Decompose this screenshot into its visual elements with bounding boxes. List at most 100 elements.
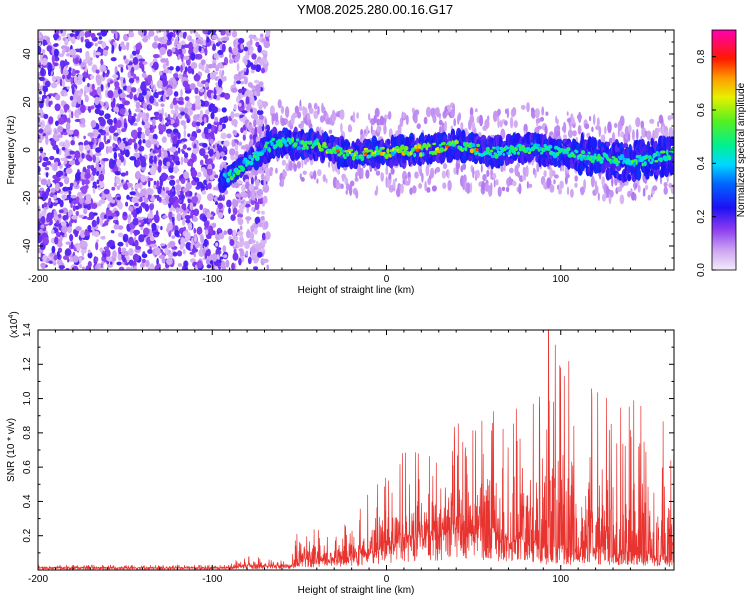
spectrogram-speckle bbox=[80, 249, 87, 254]
spectrogram-speckle bbox=[186, 35, 191, 40]
spectrogram-halo bbox=[296, 111, 302, 119]
spectrogram-speckle bbox=[250, 68, 255, 74]
spectrogram-speckle bbox=[221, 92, 225, 98]
spectrogram-speckle bbox=[47, 178, 51, 187]
spectrogram-speckle bbox=[122, 256, 126, 262]
spectrogram-halo bbox=[631, 129, 635, 141]
spectrogram-halo bbox=[416, 123, 421, 130]
spectrogram-speckle bbox=[44, 166, 50, 171]
spectrogram-speckle bbox=[119, 92, 127, 99]
spectrogram-speckle bbox=[74, 230, 79, 238]
spectrogram-speckle bbox=[38, 176, 42, 182]
spectrogram-speckle bbox=[183, 226, 187, 231]
spectrogram-halo bbox=[341, 173, 345, 182]
spectrogram-speckle bbox=[80, 124, 86, 128]
spectrogram-halo bbox=[396, 187, 401, 198]
spectrogram-core bbox=[404, 145, 409, 151]
spectrogram-halo bbox=[281, 159, 287, 166]
spectrogram-halo bbox=[263, 177, 266, 188]
spectrogram-speckle bbox=[142, 139, 146, 144]
spectrogram-speckle bbox=[195, 106, 201, 110]
spectrogram-core bbox=[295, 142, 298, 146]
spectrogram-halo bbox=[657, 127, 661, 133]
spectrogram-halo bbox=[535, 117, 541, 124]
spectrogram-speckle bbox=[205, 248, 211, 257]
spectrogram-halo bbox=[453, 118, 457, 127]
spectrogram-speckle bbox=[42, 86, 48, 93]
spectrogram-speckle bbox=[107, 82, 111, 88]
spectrogram-halo bbox=[661, 125, 665, 137]
spectrogram-speckle bbox=[200, 235, 205, 244]
spectrogram-speckle bbox=[229, 148, 236, 156]
spectrogram-halo bbox=[584, 123, 590, 130]
spectrogram-halo bbox=[565, 173, 570, 179]
spectrogram-halo bbox=[598, 126, 602, 137]
spectrogram-halo bbox=[419, 168, 423, 177]
spectrogram-speckle bbox=[184, 96, 190, 101]
spectrogram-speckle bbox=[262, 195, 268, 204]
spectrogram-halo bbox=[601, 176, 605, 187]
spectrogram-speckle bbox=[253, 228, 258, 235]
spectrogram-halo bbox=[253, 170, 259, 176]
spectrogram-halo bbox=[591, 126, 594, 133]
spectrogram-halo bbox=[518, 183, 522, 195]
spectrogram-halo bbox=[619, 194, 625, 205]
spectrogram-halo bbox=[636, 128, 639, 141]
spectrogram-speckle bbox=[189, 202, 194, 211]
spectrogram-speckle bbox=[92, 187, 96, 194]
spectrogram-speckle bbox=[250, 108, 253, 113]
spectrogram-speckle bbox=[186, 147, 192, 151]
spectrogram-core bbox=[278, 142, 283, 148]
spectrogram-speckle bbox=[216, 55, 219, 61]
spectrogram-speckle bbox=[96, 170, 100, 176]
spectrogram-halo bbox=[594, 185, 599, 195]
spectrogram-speckle bbox=[43, 113, 49, 119]
spectrogram-speckle bbox=[45, 160, 52, 166]
spectrogram-speckle bbox=[79, 257, 82, 264]
spectrogram-speckle bbox=[125, 170, 129, 176]
spectrogram-speckle bbox=[118, 266, 125, 270]
spectrogram-speckle bbox=[188, 41, 193, 51]
spectrogram-core bbox=[386, 148, 390, 154]
spectrogram-halo bbox=[298, 106, 303, 111]
spectrogram-speckle bbox=[221, 43, 226, 53]
spectrogram-core bbox=[296, 145, 302, 151]
spectrogram-speckle bbox=[184, 113, 188, 119]
spectrogram-speckle bbox=[128, 138, 133, 145]
spectrogram-speckle bbox=[38, 234, 43, 244]
spectrogram-speckle bbox=[233, 41, 237, 46]
spectrogram-speckle bbox=[190, 160, 193, 168]
spectrogram-halo bbox=[328, 161, 331, 168]
spectrogram-speckle bbox=[193, 74, 201, 82]
spectrogram-speckle bbox=[75, 226, 82, 232]
spectrogram-speckle bbox=[53, 33, 60, 40]
spectrogram-halo bbox=[340, 122, 343, 133]
spectrogram-halo bbox=[497, 186, 502, 197]
spectrogram-speckle bbox=[251, 53, 257, 60]
spectrogram-speckle bbox=[161, 90, 165, 95]
spectrogram-speckle bbox=[233, 103, 237, 111]
spectrogram-speckle bbox=[201, 184, 205, 190]
spectrogram-speckle bbox=[125, 59, 128, 64]
spectrogram-speckle bbox=[83, 207, 88, 215]
spectrogram-halo bbox=[512, 180, 517, 187]
spectrogram-speckle bbox=[58, 265, 65, 270]
spectrogram-halo bbox=[248, 183, 254, 192]
spectrogram-speckle bbox=[152, 84, 156, 93]
spectrogram-halo bbox=[292, 112, 298, 119]
spectrogram-speckle bbox=[95, 256, 99, 262]
spectrogram-speckle bbox=[250, 252, 256, 259]
spectrogram-core bbox=[268, 147, 271, 153]
spectrogram-speckle bbox=[107, 264, 113, 268]
spectrogram-speckle bbox=[48, 100, 52, 108]
spectrogram-speckle bbox=[154, 247, 161, 256]
spectrogram-halo bbox=[556, 118, 559, 125]
spectrogram-speckle bbox=[89, 91, 97, 97]
spectrogram-speckle bbox=[149, 203, 154, 211]
spectrogram-speckle bbox=[141, 253, 148, 259]
spectrogram-speckle bbox=[38, 116, 41, 124]
spectrogram-speckle bbox=[167, 222, 173, 231]
spectrogram-halo bbox=[667, 115, 672, 121]
spectrogram-speckle bbox=[113, 106, 119, 112]
spectrogram-speckle bbox=[219, 194, 223, 199]
